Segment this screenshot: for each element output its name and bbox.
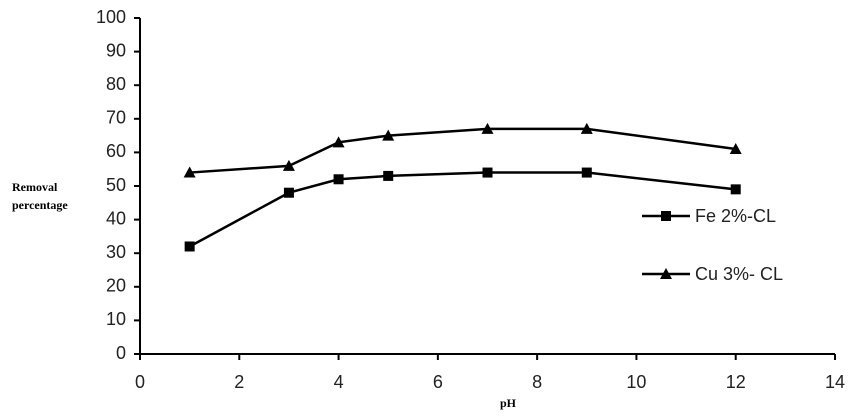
point-marker <box>481 122 494 134</box>
y-tick-label: 40 <box>106 208 126 228</box>
point-marker <box>581 167 592 178</box>
y-tick-label: 60 <box>106 141 126 161</box>
point-marker <box>482 167 493 178</box>
y-tick-label: 50 <box>106 175 126 195</box>
point-marker <box>183 166 196 178</box>
y-tick-label: 80 <box>106 74 126 94</box>
x-tick-label: 0 <box>135 372 145 392</box>
point-marker <box>283 187 294 198</box>
x-tick-label: 2 <box>234 372 244 392</box>
legend-label: Cu 3%- CL <box>695 264 783 284</box>
series-line <box>189 127 736 174</box>
point-marker <box>282 159 295 171</box>
point-marker <box>333 174 344 185</box>
point-marker <box>660 268 672 279</box>
x-tick-label: 4 <box>334 372 344 392</box>
x-axis-label: pH <box>500 396 517 410</box>
x-tick-label: 8 <box>532 372 542 392</box>
y-tick-label: 20 <box>106 276 126 296</box>
point-marker <box>729 143 742 155</box>
point-marker <box>382 129 395 141</box>
y-axis-label: Removal percentage <box>12 180 68 212</box>
x-tick-label: 6 <box>433 372 443 392</box>
point-marker <box>332 136 345 148</box>
point-marker <box>184 241 195 252</box>
x-tick-label: 14 <box>825 372 845 392</box>
y-tick-label: 30 <box>106 242 126 262</box>
y-tick-label: 10 <box>106 309 126 329</box>
point-marker <box>580 122 593 134</box>
point-marker <box>730 184 741 195</box>
y-tick-label: 0 <box>116 343 126 363</box>
series-line <box>189 171 736 248</box>
point-marker <box>383 170 394 181</box>
y-tick-label: 90 <box>106 40 126 60</box>
y-tick-label: 100 <box>96 7 126 27</box>
point-marker <box>661 211 671 221</box>
x-tick-label: 10 <box>626 372 646 392</box>
y-tick-label: 70 <box>106 108 126 128</box>
x-tick-label: 12 <box>726 372 746 392</box>
legend-label: Fe 2%-CL <box>695 206 776 226</box>
